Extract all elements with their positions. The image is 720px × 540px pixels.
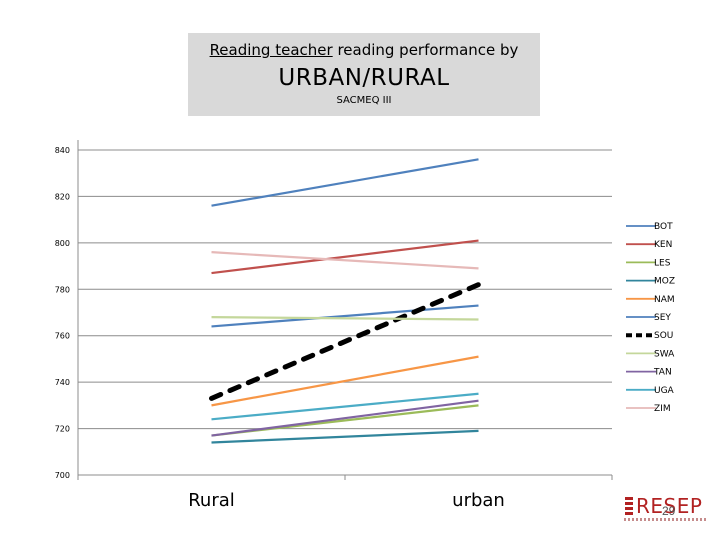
series-line-uga: [211, 392, 479, 421]
chart-title-underlined: Reading teacher: [209, 41, 333, 59]
y-tick-label: 760: [55, 332, 70, 341]
legend-label: BOT: [654, 222, 673, 232]
legend-label: KEN: [654, 240, 672, 250]
chart-subtitle-source: SACMEQ III: [336, 95, 392, 106]
series-line-nam: [211, 355, 479, 407]
legend-label: TAN: [653, 368, 672, 378]
y-tick-label: 740: [55, 378, 70, 387]
chart-subtitle-main: URBAN/RURAL: [278, 65, 450, 91]
chart-title-box: Reading teacher reading performance by U…: [188, 33, 540, 116]
logo-mark-icon: [625, 497, 633, 515]
y-tick-label: 780: [55, 285, 70, 294]
legend-label: ZIM: [654, 404, 671, 414]
y-tick-label: 800: [55, 239, 70, 248]
y-tick-label: 820: [55, 192, 70, 201]
series-line-moz: [211, 429, 479, 444]
series-line-bot: [211, 304, 479, 328]
legend-label: UGA: [654, 386, 675, 396]
legend-label: SWA: [654, 349, 675, 359]
legend-label: LES: [654, 258, 671, 268]
series-line-ken: [211, 239, 479, 275]
legend-label: NAM: [654, 295, 675, 305]
x-tick-label: urban: [452, 490, 505, 511]
logo-tagline: [624, 518, 708, 521]
series-line-swa: [211, 316, 479, 321]
series-line-sey: [211, 158, 479, 207]
legend-label: SOU: [654, 331, 673, 341]
x-tick-label: Rural: [188, 490, 235, 511]
y-tick-label: 720: [55, 425, 70, 434]
legend-label: SEY: [654, 313, 671, 323]
series-line-zim: [211, 251, 479, 270]
logo-text: RESEP: [636, 494, 703, 518]
page-number: 29: [662, 504, 676, 518]
chart-title-rest: reading performance by: [332, 41, 519, 59]
series-line-sou: [209, 282, 481, 401]
legend-label: MOZ: [654, 277, 675, 287]
y-tick-label: 700: [55, 471, 70, 480]
resep-logo: RESEP: [624, 494, 708, 530]
y-tick-label: 840: [55, 146, 70, 155]
chart-title: Reading teacher reading performance by: [188, 41, 540, 59]
series-line-tan: [211, 399, 479, 437]
